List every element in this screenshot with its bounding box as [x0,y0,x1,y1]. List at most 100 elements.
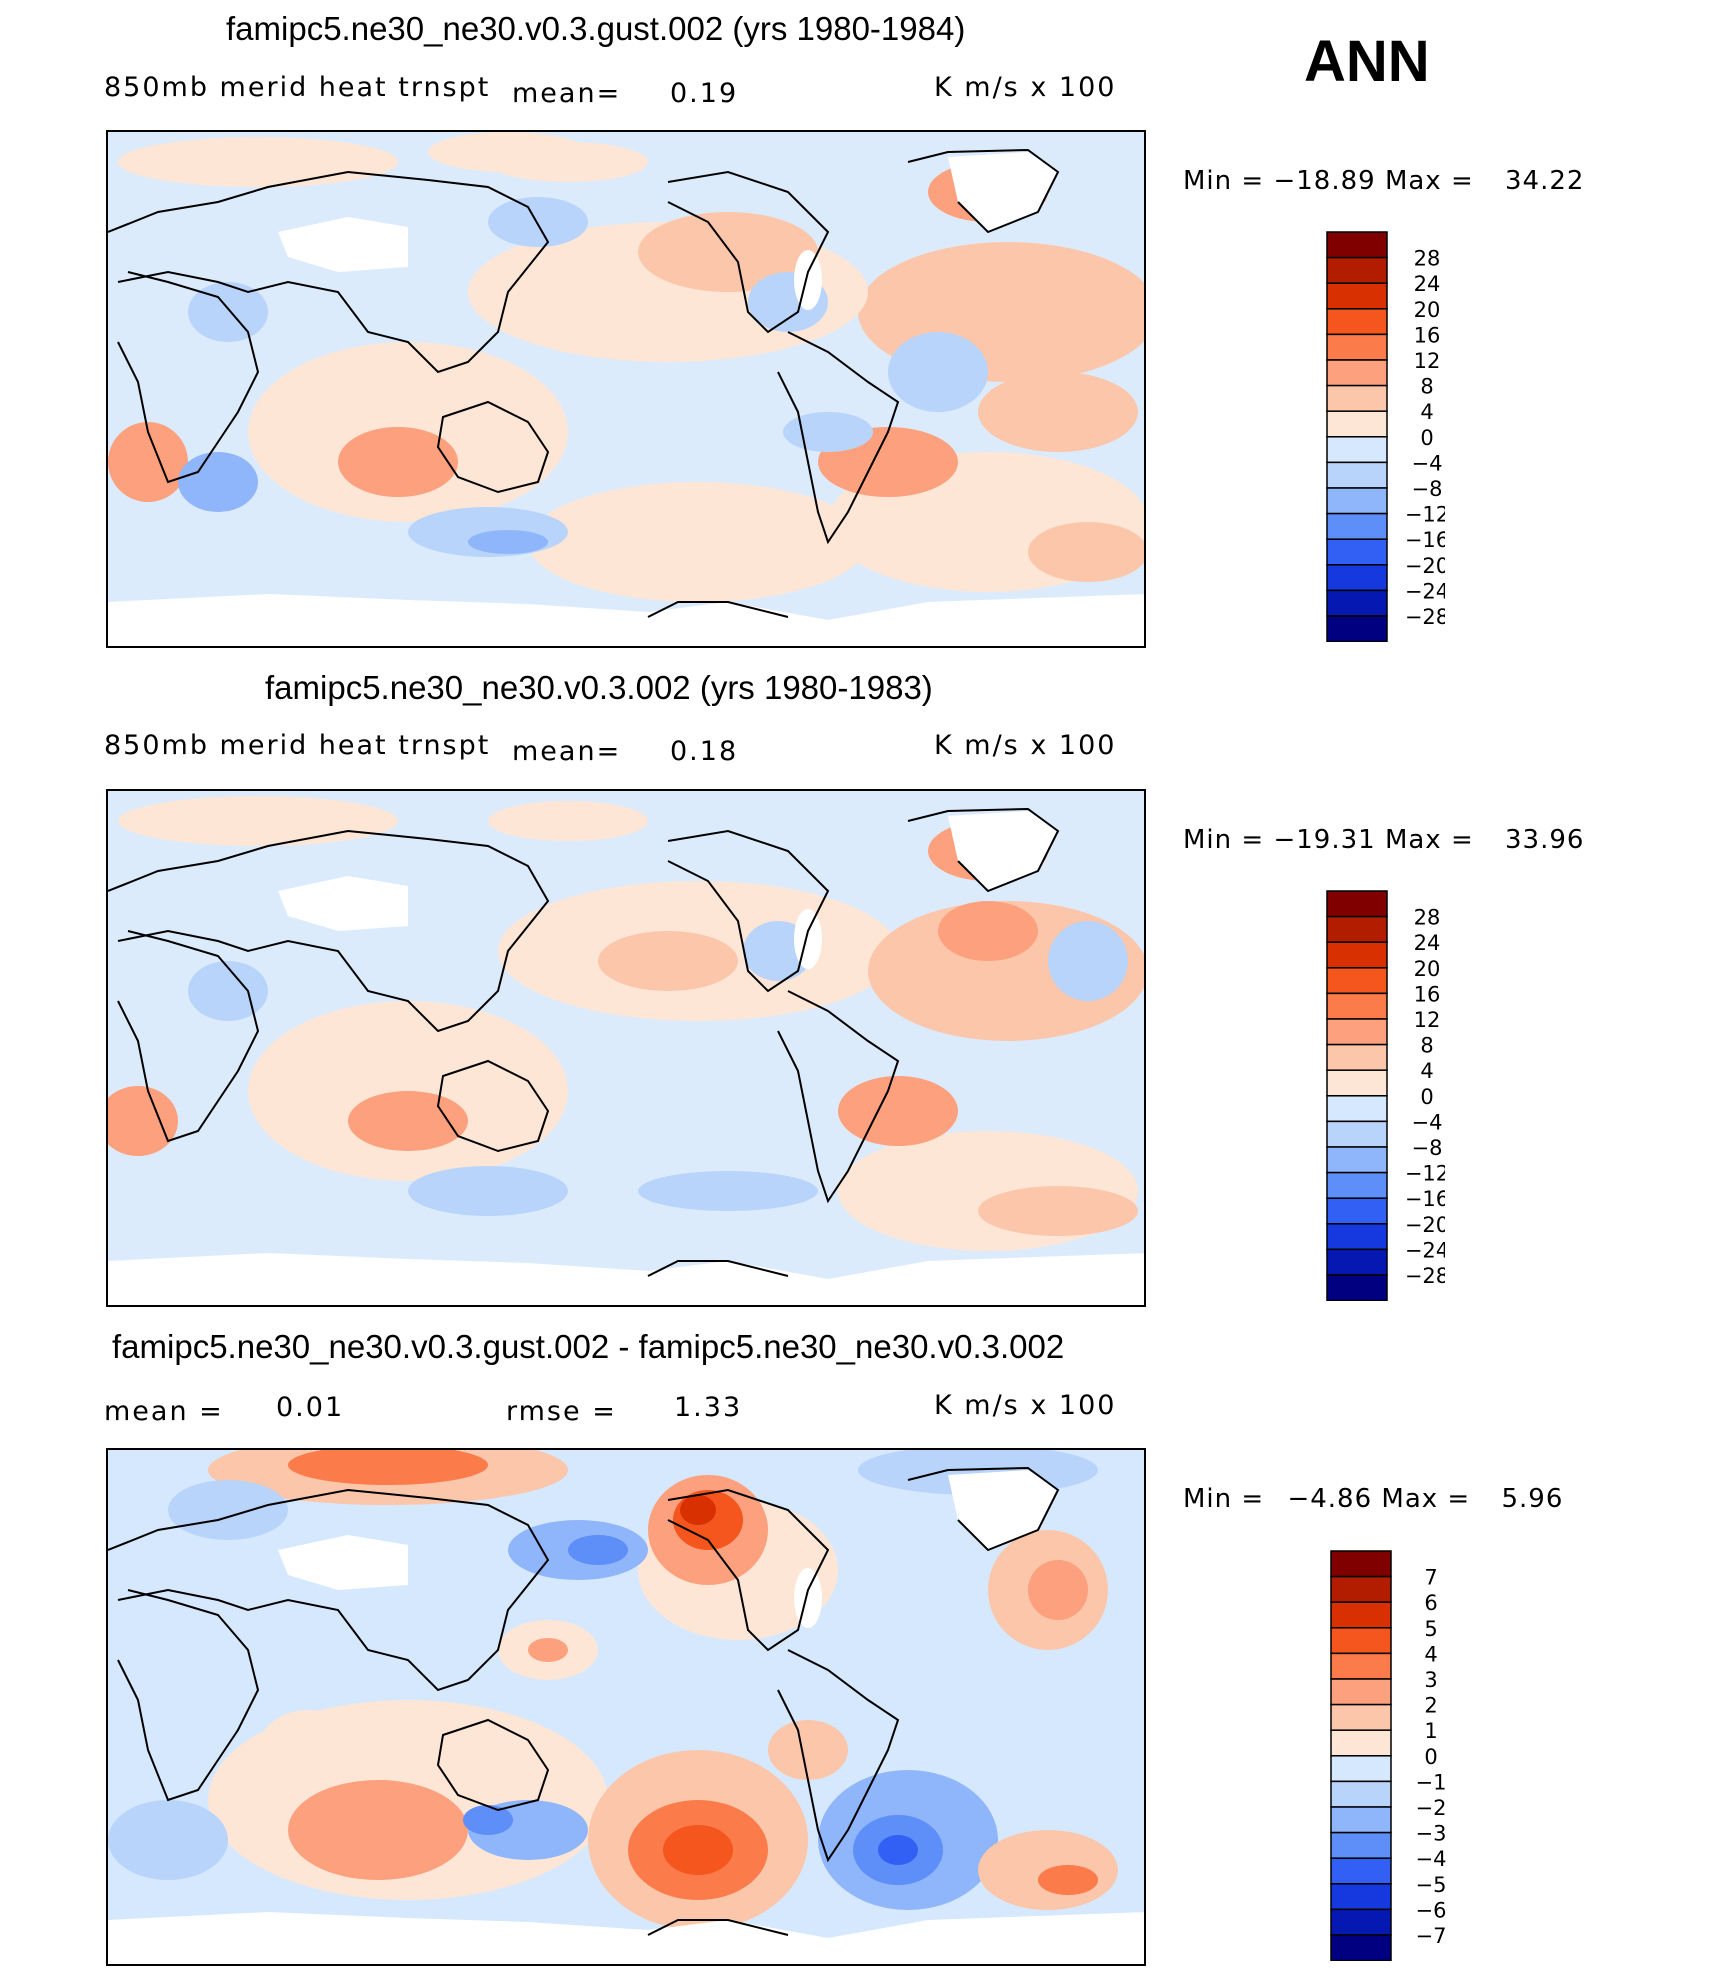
colorbar-box [1326,915,1388,943]
colorbar-tick-label: 20 [1414,957,1441,981]
panel2-max-label: Max = [1384,825,1474,855]
colorbar-tick-label: 28 [1414,247,1441,271]
colorbar-tick-label: 20 [1414,298,1441,322]
colorbar-box [1330,1678,1392,1706]
colorbar-box [1330,1908,1392,1936]
panel2-mean-label: mean= [512,736,622,767]
colorbar-box [1330,1857,1392,1885]
colorbar-tick-label: 28 [1414,906,1441,930]
panel3-mean-value: 0.01 [276,1392,345,1423]
colorbar-box [1330,1652,1392,1680]
panel1-mean-value: 0.19 [670,78,739,109]
panel1-anomaly-field [108,132,1144,602]
panel1-coastlines [108,148,1060,618]
colorbar-tick-label: −6 [1416,1898,1447,1922]
panel2-land-masks [108,811,1144,1305]
panel2-variable: 850mb merid heat trnspt [104,730,491,761]
colorbar-box [1326,1248,1388,1276]
colorbar-box [1326,890,1388,918]
panel3-rmse-value: 1.33 [674,1392,743,1423]
colorbar-box [1330,1883,1392,1911]
colorbar-tick-label: 0 [1424,1745,1437,1769]
colorbar-tick-label: 2 [1424,1694,1437,1718]
colorbar-tick-label: 4 [1420,1059,1433,1083]
colorbar-box [1326,1274,1388,1301]
colorbar-box [1330,1550,1392,1578]
panel1-variable: 850mb merid heat trnspt [104,72,491,103]
colorbar-tick-label: 3 [1424,1668,1437,1692]
colorbar-box [1326,231,1388,259]
colorbar-tick-label: −20 [1405,554,1445,578]
colorbar-box [1330,1601,1392,1629]
panel1-max-value: 34.22 [1505,166,1585,196]
colorbar-box [1326,941,1388,969]
colorbar-box [1326,1197,1388,1225]
colorbar-box [1326,538,1388,566]
colorbar-box [1326,1069,1388,1097]
colorbar-tick-label: 16 [1414,323,1441,347]
colorbar-tick-label: 0 [1420,426,1433,450]
colorbar-box [1326,359,1388,387]
panel3-coastlines [108,1466,1060,1936]
colorbar-tick-label: −4 [1412,1110,1443,1134]
colorbar-box [1326,333,1388,361]
colorbar-tick-label: 12 [1414,349,1441,373]
colorbar-tick-label: 24 [1414,272,1441,296]
panel3-units: K m/s x 100 [934,1390,1117,1421]
colorbar-tick-label: −4 [1416,1847,1447,1871]
panel1-units: K m/s x 100 [934,72,1117,103]
panel3-anomaly-field [108,1450,1118,1930]
colorbar-tick-label: 16 [1414,982,1441,1006]
colorbar-box [1326,1171,1388,1199]
colorbar-tick-label: −24 [1405,579,1445,603]
colorbar-box [1326,992,1388,1020]
colorbar-tick-label: −12 [1405,1162,1445,1186]
panel2-map [106,789,1146,1307]
colorbar-tick-label: 8 [1420,375,1433,399]
colorbar-box [1330,1934,1392,1961]
panel1-min-label: Min = [1183,166,1265,196]
colorbar-tick-label: −4 [1412,451,1443,475]
colorbar-box [1326,461,1388,489]
colorbar-tick-label: −24 [1405,1238,1445,1262]
colorbar-tick-label: −3 [1416,1822,1447,1846]
colorbar-box [1330,1806,1392,1834]
colorbar-box [1330,1780,1392,1808]
colorbar-tick-label: 6 [1424,1591,1437,1615]
colorbar-tick-label: 0 [1420,1085,1433,1109]
panel3-title: famipc5.ne30_ne30.v0.3.gust.002 - famipc… [112,1328,1065,1365]
colorbar-tick-label: 4 [1420,400,1433,424]
colorbar-tick-label: 4 [1424,1642,1437,1666]
colorbar-box [1326,1146,1388,1174]
colorbar-box [1326,589,1388,617]
colorbar-tick-label: −20 [1405,1213,1445,1237]
colorbar-box [1326,1223,1388,1251]
panel2-anomaly-field [108,796,1144,1251]
panel1-max-label: Max = [1384,166,1474,196]
colorbar-box [1326,512,1388,540]
season-label: ANN [1304,29,1430,94]
panel1-map [106,130,1146,648]
panel1-title: famipc5.ne30_ne30.v0.3.gust.002 (yrs 198… [226,10,966,47]
panel2-max-value: 33.96 [1505,825,1585,855]
colorbar-tick-label: −8 [1412,477,1443,501]
panel1-land-masks [108,152,1144,646]
colorbar-box [1326,1018,1388,1046]
colorbar-box [1330,1703,1392,1731]
colorbar-box [1330,1729,1392,1757]
colorbar-box [1330,1755,1392,1783]
colorbar-tick-label: 8 [1420,1034,1433,1058]
colorbar-tick-label: −7 [1416,1924,1447,1948]
panel3-min-label: Min = [1183,1484,1265,1514]
colorbar-tick-label: −1 [1416,1770,1447,1794]
colorbar-box [1326,1120,1388,1148]
colorbar-box [1326,967,1388,995]
panel1-mean-label: mean= [512,78,622,109]
colorbar-box [1326,436,1388,464]
panel3-land-masks [108,1470,1144,1964]
panel1-min-value: −18.89 [1273,166,1376,196]
panel3-max-value: 5.96 [1501,1484,1564,1514]
colorbar-tick-label: 1 [1424,1719,1437,1743]
